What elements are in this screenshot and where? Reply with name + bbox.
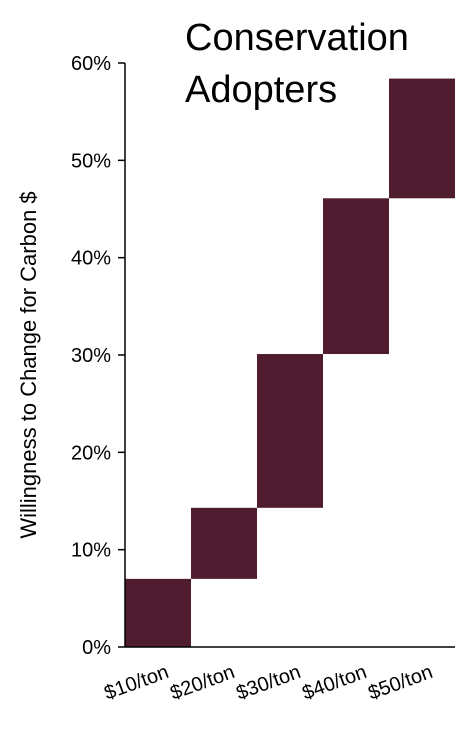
y-tick-label: 10% [71,540,111,562]
chart-title: Conservation Adopters [185,17,409,111]
x-axis-labels: $10/ton$20/ton$30/ton$40/ton$50/ton [101,661,435,704]
y-tick-label: 30% [71,345,111,367]
y-tick-label: 20% [71,442,111,464]
y-tick-label: 60% [71,53,111,75]
x-tick-label: $50/ton [365,661,435,704]
x-tick-label: $10/ton [101,661,171,704]
y-axis-title: Willingness to Change for Carbon $ [16,191,41,538]
y-tick-label: 50% [71,150,111,172]
chart-title-line-2: Adopters [185,69,337,111]
bar-40-ton [323,198,389,355]
bar-30-ton [257,354,323,508]
bar-20-ton [191,507,257,579]
y-tick-label: 40% [71,248,111,270]
y-axis-ticks: 0% 10% 20% 30% 40% 50% 60% [71,53,125,659]
bars [125,78,455,647]
bar-10-ton [125,578,191,647]
bar-50-ton [389,78,455,199]
x-tick-label: $30/ton [233,661,303,704]
chart-title-line-1: Conservation [185,17,409,59]
x-tick-label: $40/ton [299,661,369,704]
y-tick-label: 0% [82,637,111,659]
x-tick-label: $20/ton [167,661,237,704]
